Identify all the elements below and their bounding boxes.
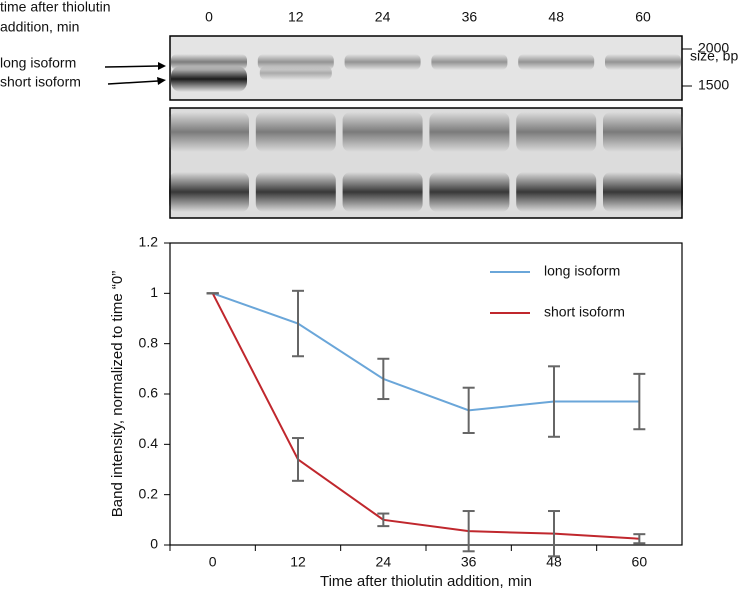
gel-image-bottom <box>169 107 683 219</box>
y-tick-label: 0 <box>150 536 158 552</box>
arrow <box>104 65 159 68</box>
gel-band <box>169 112 249 152</box>
error-bar <box>377 512 390 528</box>
error-bar <box>633 372 646 431</box>
x-tick-label: 24 <box>376 554 392 570</box>
arrow <box>107 80 159 85</box>
y-tick-label: 0.8 <box>139 334 159 350</box>
legend-label: short isoform <box>544 304 625 320</box>
gel-band <box>255 172 336 212</box>
x-tick-label: 12 <box>290 554 306 570</box>
lane-label: 60 <box>635 9 651 25</box>
gel-band <box>518 54 595 70</box>
gel-band <box>171 66 247 92</box>
lane-label: 36 <box>462 9 478 25</box>
gel-band <box>255 112 336 152</box>
lane-label: 0 <box>205 9 213 25</box>
lane-label: 12 <box>288 9 304 25</box>
gel-image-top <box>169 35 683 101</box>
lane-label: 48 <box>548 9 564 25</box>
gel-band <box>603 112 683 152</box>
series-line <box>211 292 640 540</box>
gel-band <box>342 172 423 212</box>
error-bar <box>462 386 475 435</box>
y-axis-label: Band intensity, normalized to time “0” <box>109 271 126 518</box>
y-tick-label: 0.6 <box>139 385 159 401</box>
x-axis-label: Time after thiolutin addition, min <box>320 573 532 590</box>
y-tick-label: 1 <box>150 284 158 300</box>
gel-panel: time after thiolutin addition, min size,… <box>0 0 738 219</box>
gel-header: addition, min <box>0 19 79 35</box>
gel-band <box>605 54 681 70</box>
gel-band <box>516 172 597 212</box>
gel-band <box>342 112 423 152</box>
y-tick-label: 0.4 <box>139 435 159 451</box>
gel-band <box>516 112 597 152</box>
band-label: short isoform <box>0 74 81 90</box>
gel-band <box>429 112 510 152</box>
x-tick-label: 0 <box>209 554 217 570</box>
gel-band <box>259 66 332 80</box>
gel-band <box>344 54 421 70</box>
error-bar <box>633 533 646 545</box>
arrow-head <box>157 77 166 85</box>
gel-band <box>429 172 510 212</box>
y-tick-label: 0.2 <box>139 485 159 501</box>
size-label: size, bp <box>690 48 738 64</box>
y-tick-label: 1.2 <box>139 234 159 250</box>
band-label: long isoform <box>0 55 76 71</box>
marker-label: 2000 <box>698 40 729 56</box>
marker-label: 1500 <box>698 77 729 93</box>
error-bar <box>292 289 304 358</box>
error-bar <box>377 357 390 401</box>
lane-label: 24 <box>375 9 391 25</box>
error-bar <box>292 437 304 482</box>
arrow-head <box>158 62 166 70</box>
legend-label: long isoform <box>544 263 620 279</box>
gel-header: time after thiolutin <box>0 0 111 15</box>
error-bar <box>462 510 475 553</box>
x-tick-label: 48 <box>546 554 562 570</box>
x-tick-label: 36 <box>461 554 477 570</box>
gel-band <box>603 172 683 212</box>
error-bar <box>548 365 560 438</box>
x-tick-label: 60 <box>632 554 648 570</box>
series-line <box>212 292 640 412</box>
gel-band <box>431 54 508 70</box>
error-bar <box>548 510 560 558</box>
gel-band <box>169 172 249 212</box>
